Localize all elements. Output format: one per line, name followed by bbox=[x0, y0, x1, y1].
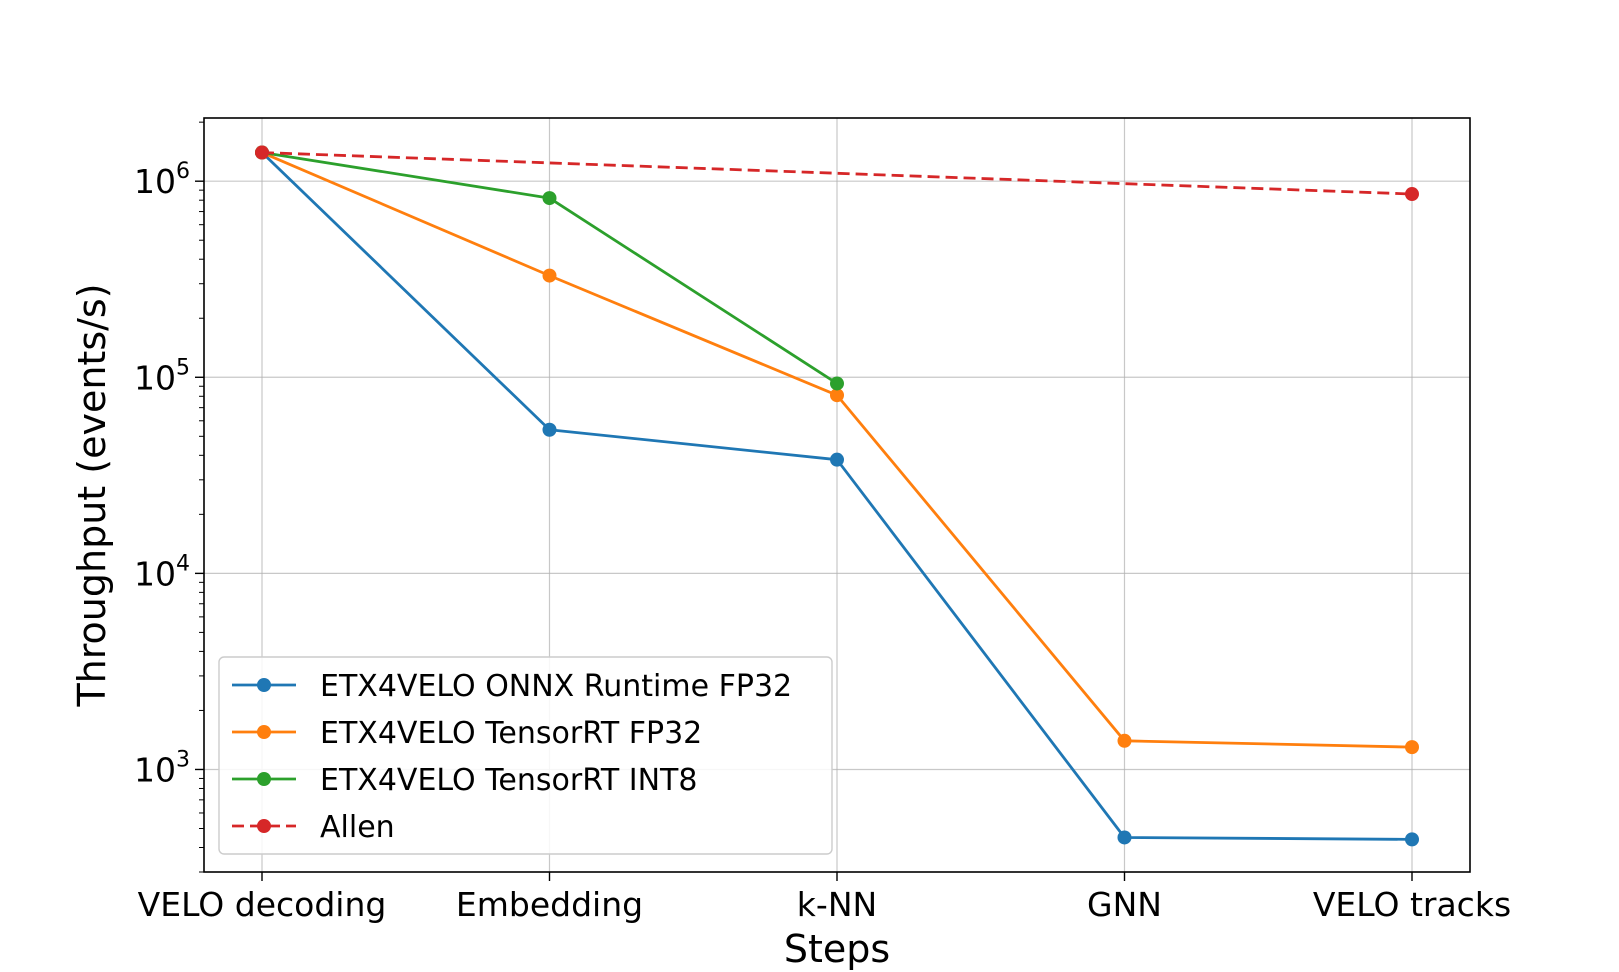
x-tick-label: GNN bbox=[1087, 885, 1162, 924]
x-tick-label: Embedding bbox=[456, 885, 643, 924]
data-point bbox=[542, 422, 557, 437]
legend-marker bbox=[257, 678, 271, 692]
y-tick-exponent: 4 bbox=[176, 551, 190, 576]
data-point bbox=[1117, 830, 1132, 845]
y-tick-exponent: 3 bbox=[176, 747, 190, 772]
data-point bbox=[830, 376, 844, 391]
x-tick-label: VELO decoding bbox=[138, 885, 387, 924]
y-tick-label: 104 bbox=[134, 551, 190, 593]
legend-label: ETX4VELO TensorRT FP32 bbox=[320, 716, 702, 751]
legend-marker bbox=[257, 772, 271, 786]
data-point bbox=[542, 268, 557, 283]
data-point bbox=[1405, 740, 1419, 755]
grid bbox=[204, 118, 1470, 872]
series-line bbox=[261, 151, 1413, 196]
y-tick-label: 105 bbox=[134, 355, 190, 397]
y-tick-label: 103 bbox=[134, 747, 190, 789]
y-tick-base: 10 bbox=[134, 750, 176, 789]
y-tick-base: 10 bbox=[134, 358, 176, 397]
legend-label: ETX4VELO ONNX Runtime FP32 bbox=[320, 669, 792, 704]
axes: VELO decoding Embedding k-NN GNN VELO tracks… bbox=[134, 121, 1511, 924]
x-tick-label: VELO tracks bbox=[1313, 885, 1511, 924]
y-axis-title: Throughput (events/s) bbox=[70, 283, 114, 707]
legend-label: Allen bbox=[320, 810, 395, 845]
data-point bbox=[830, 452, 844, 467]
data-point bbox=[255, 145, 269, 160]
legend-marker bbox=[257, 819, 271, 833]
y-tick-label: 106 bbox=[134, 159, 190, 201]
y-tick-exponent: 6 bbox=[176, 159, 190, 184]
y-tick-exponent: 5 bbox=[176, 355, 190, 380]
x-tick-label: k-NN bbox=[797, 885, 877, 924]
x-axis-title: Steps bbox=[784, 927, 890, 971]
data-point bbox=[1117, 733, 1132, 748]
y-tick-base: 10 bbox=[134, 162, 176, 201]
data-point bbox=[1405, 187, 1419, 202]
series-layer bbox=[255, 145, 1419, 847]
data-point bbox=[542, 191, 557, 206]
data-point bbox=[830, 388, 844, 403]
y-tick-base: 10 bbox=[134, 554, 176, 593]
legend-marker bbox=[257, 725, 271, 739]
legend-label: ETX4VELO TensorRT INT8 bbox=[320, 763, 697, 798]
legend-box bbox=[218, 656, 833, 855]
data-point bbox=[1405, 832, 1419, 847]
legend: ETX4VELO ONNX Runtime FP32 ETX4VELO Tenso… bbox=[218, 656, 833, 855]
